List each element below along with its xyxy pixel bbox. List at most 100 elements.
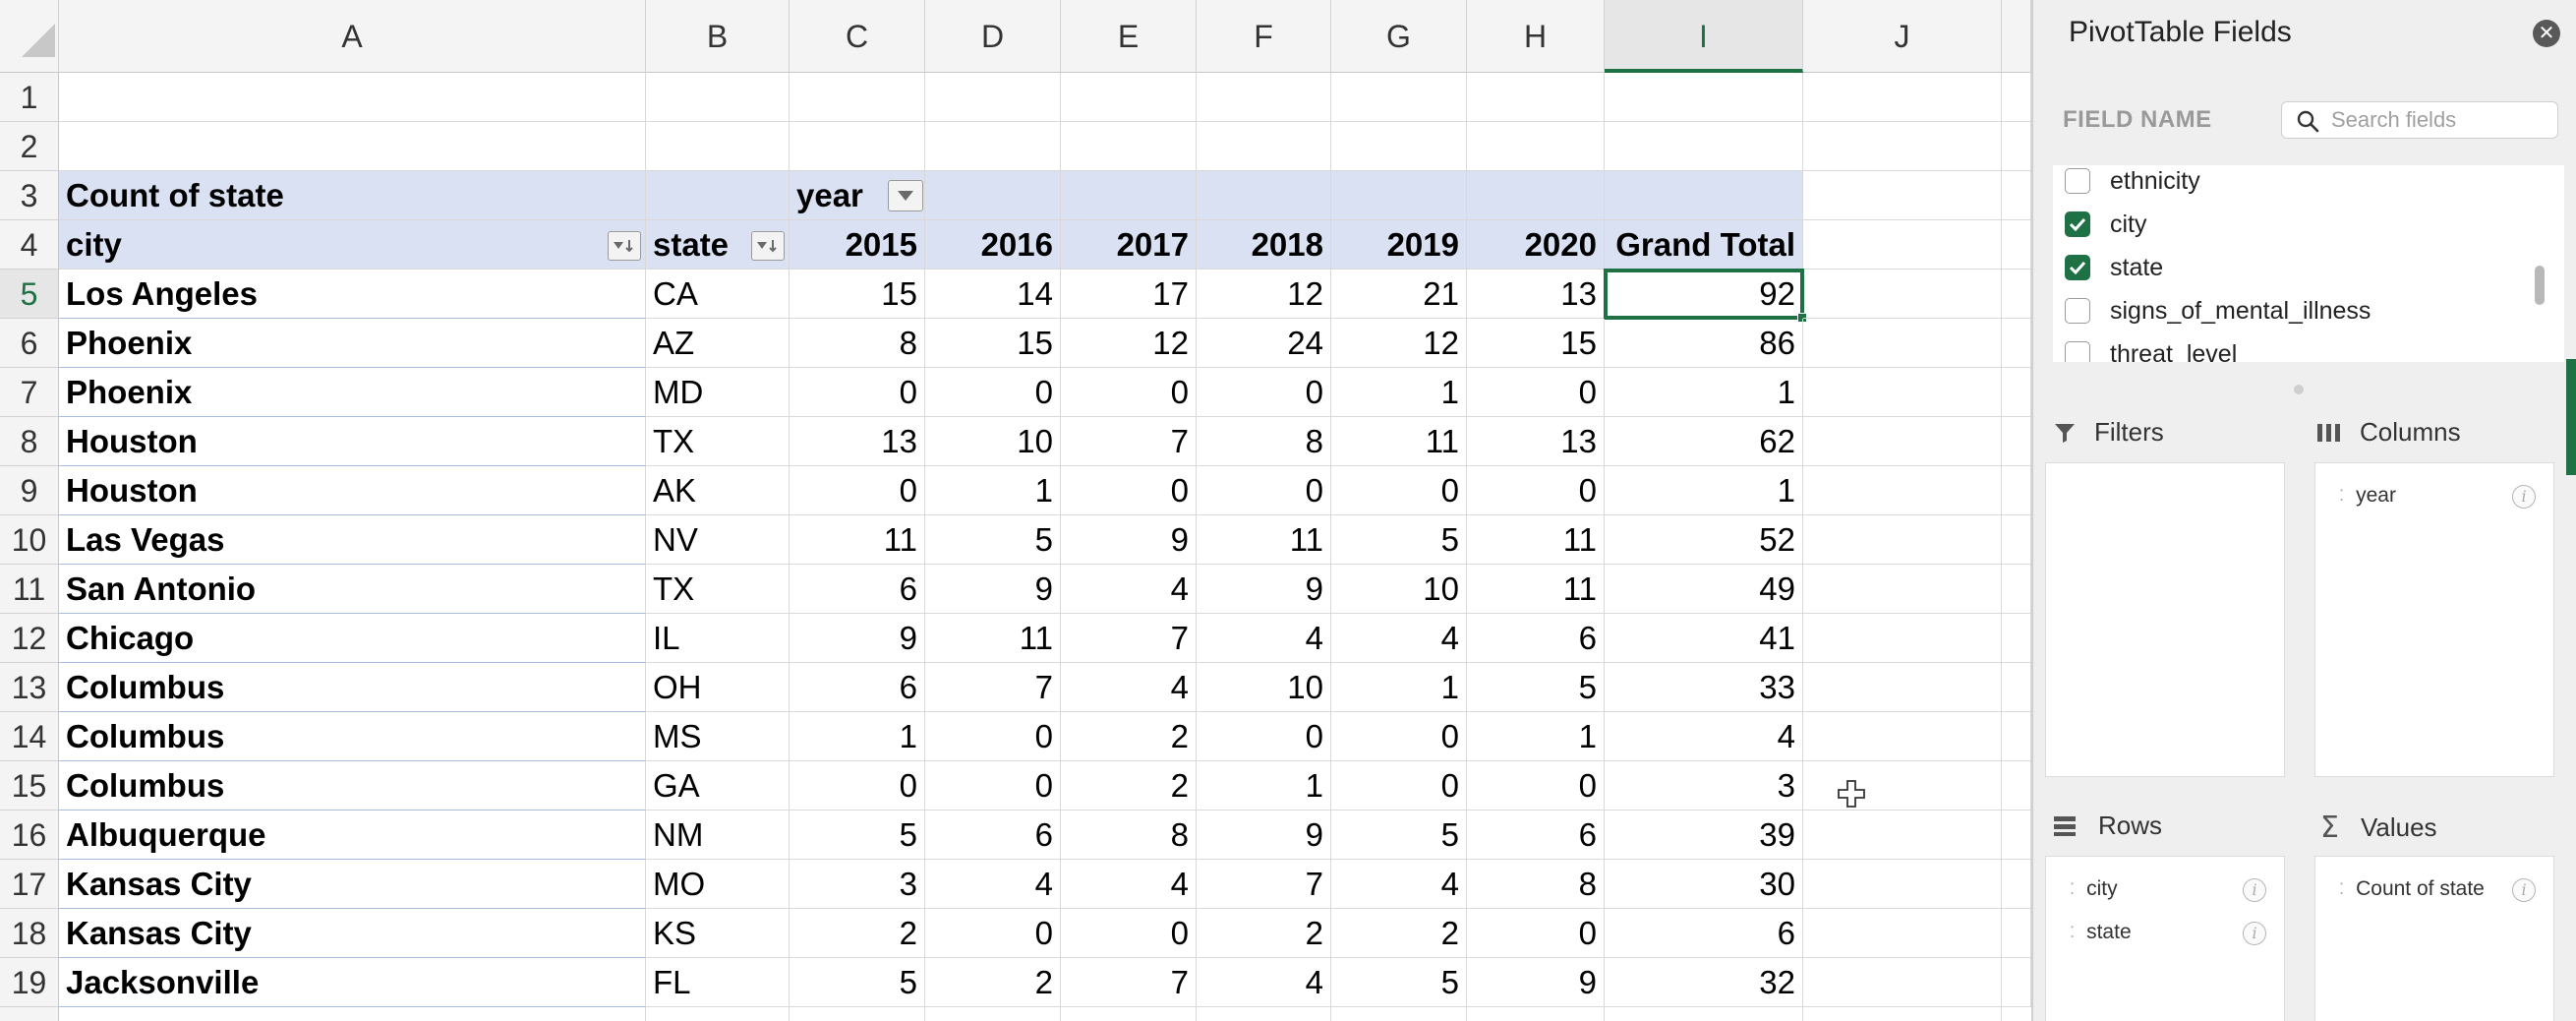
grand-total-cell[interactable]: 4 <box>1605 712 1803 761</box>
pivot-value-cell[interactable]: 10 <box>925 417 1061 466</box>
pivot-band-cell[interactable] <box>1605 171 1803 220</box>
pivot-state-cell[interactable]: MO <box>646 860 790 909</box>
pivot-value-cell[interactable]: 0 <box>1197 712 1331 761</box>
pivot-band-cell[interactable] <box>925 171 1061 220</box>
pivot-value-cell[interactable]: 0 <box>1331 761 1467 811</box>
pivot-value-cell[interactable]: 3 <box>790 860 925 909</box>
row-header[interactable]: 2 <box>0 122 59 171</box>
pivot-value-cell[interactable]: 9 <box>790 614 925 663</box>
cell-e[interactable] <box>1061 1007 1197 1021</box>
pivot-city-cell[interactable]: Columbus <box>59 663 646 712</box>
drag-handle-icon[interactable]: ⁚ <box>2339 488 2345 505</box>
pivot-value-cell[interactable]: 0 <box>790 466 925 515</box>
cell-extra[interactable] <box>2002 958 2031 1007</box>
pivot-value-cell[interactable]: 15 <box>925 319 1061 368</box>
cell-extra[interactable] <box>2002 368 2031 417</box>
pivot-value-cell[interactable]: 0 <box>1331 466 1467 515</box>
year-header[interactable]: 2019 <box>1331 220 1467 270</box>
pivot-value-cell[interactable]: 2 <box>1061 712 1197 761</box>
row-header[interactable]: 7 <box>0 368 59 417</box>
pivot-state-cell[interactable]: CA <box>646 270 790 319</box>
pivot-state-cell[interactable]: IL <box>646 614 790 663</box>
column-header-d[interactable]: D <box>925 0 1061 73</box>
grand-total-cell[interactable]: 33 <box>1605 663 1803 712</box>
field-list-scrollbar[interactable] <box>2535 266 2545 305</box>
pivot-state-cell[interactable]: NV <box>646 515 790 565</box>
pivot-state-cell[interactable]: NM <box>646 811 790 860</box>
cell-i[interactable] <box>1605 1007 1803 1021</box>
row-header[interactable]: 9 <box>0 466 59 515</box>
pivot-value-cell[interactable]: 0 <box>790 761 925 811</box>
pivot-value-cell[interactable]: 2 <box>925 958 1061 1007</box>
pivot-city-cell[interactable]: Los Angeles <box>59 270 646 319</box>
pivot-city-cell[interactable]: Phoenix <box>59 319 646 368</box>
values-drop-zone[interactable]: ⁚ Count of state i <box>2314 856 2554 1021</box>
pivot-city-cell[interactable]: Las Vegas <box>59 515 646 565</box>
pivot-city-cell[interactable]: Kansas City <box>59 909 646 958</box>
pivot-value-cell[interactable]: 15 <box>1467 319 1605 368</box>
pivot-band-cell[interactable] <box>1197 171 1331 220</box>
pivot-value-cell[interactable]: 2 <box>1331 909 1467 958</box>
cell-j[interactable] <box>1803 958 2002 1007</box>
field-list[interactable]: ethnicity city state signs_of_mental_illnes… <box>2053 165 2564 362</box>
close-icon[interactable]: ✕ <box>2533 20 2560 47</box>
rows-chip-city[interactable]: ⁚ city <box>2070 874 2118 904</box>
cell-a[interactable] <box>59 73 646 122</box>
cell-extra[interactable] <box>2002 515 2031 565</box>
pivot-value-cell[interactable]: 17 <box>1061 270 1197 319</box>
pivot-value-cell[interactable]: 11 <box>1331 417 1467 466</box>
field-item-ethnicity[interactable]: ethnicity <box>2065 165 2200 201</box>
cell-extra[interactable] <box>2002 761 2031 811</box>
filters-drop-zone[interactable] <box>2045 462 2285 777</box>
row-header[interactable]: 19 <box>0 958 59 1007</box>
pivot-value-cell[interactable]: 5 <box>1331 515 1467 565</box>
pivot-value-cell[interactable]: 2 <box>790 909 925 958</box>
row-header[interactable]: 3 <box>0 171 59 220</box>
pivot-value-cell[interactable]: 0 <box>925 712 1061 761</box>
column-header-b[interactable]: B <box>646 0 790 73</box>
cell-j[interactable] <box>1803 220 2002 270</box>
field-checkbox[interactable] <box>2065 211 2090 237</box>
pivot-value-header[interactable]: Count of state <box>59 171 646 220</box>
pivot-value-cell[interactable]: 0 <box>790 368 925 417</box>
row-header[interactable]: 18 <box>0 909 59 958</box>
row-header[interactable]: 4 <box>0 220 59 270</box>
pivot-state-cell[interactable]: AK <box>646 466 790 515</box>
pivot-value-cell[interactable]: 8 <box>1197 417 1331 466</box>
grand-total-cell[interactable]: 86 <box>1605 319 1803 368</box>
pivot-value-cell[interactable]: 8 <box>790 319 925 368</box>
pivot-city-cell[interactable]: San Antonio <box>59 565 646 614</box>
info-icon[interactable]: i <box>2243 878 2266 902</box>
field-item-threat-level[interactable]: threat_level <box>2065 334 2237 362</box>
pivot-value-cell[interactable]: 6 <box>1467 614 1605 663</box>
pivot-value-cell[interactable]: 1 <box>1467 712 1605 761</box>
grand-total-cell[interactable]: 1 <box>1605 368 1803 417</box>
pivot-value-cell[interactable]: 5 <box>790 811 925 860</box>
year-header[interactable]: 2015 <box>790 220 925 270</box>
cell-extra[interactable] <box>2002 270 2031 319</box>
pivot-city-cell[interactable]: Albuquerque <box>59 811 646 860</box>
pivot-value-cell[interactable]: 11 <box>1197 515 1331 565</box>
pivot-state-cell[interactable]: MD <box>646 368 790 417</box>
info-icon[interactable]: i <box>2512 878 2536 902</box>
pivot-value-cell[interactable]: 0 <box>925 761 1061 811</box>
pivot-value-cell[interactable]: 12 <box>1331 319 1467 368</box>
pivot-value-cell[interactable]: 0 <box>1061 368 1197 417</box>
grand-total-cell[interactable]: 41 <box>1605 614 1803 663</box>
year-header[interactable]: 2018 <box>1197 220 1331 270</box>
cell-extra[interactable] <box>2002 565 2031 614</box>
pivot-band-cell[interactable] <box>1061 171 1197 220</box>
cell-j[interactable] <box>1803 368 2002 417</box>
cell-g[interactable] <box>1331 122 1467 171</box>
pivot-value-cell[interactable]: 11 <box>1467 515 1605 565</box>
pivot-state-cell[interactable]: KS <box>646 909 790 958</box>
field-item-state[interactable]: state <box>2065 248 2163 287</box>
pivot-value-cell[interactable]: 4 <box>1061 565 1197 614</box>
pivot-state-cell[interactable]: TX <box>646 565 790 614</box>
cell-d[interactable] <box>925 1007 1061 1021</box>
pivot-value-cell[interactable]: 15 <box>790 270 925 319</box>
row-header[interactable]: 10 <box>0 515 59 565</box>
pivot-value-cell[interactable]: 7 <box>1061 417 1197 466</box>
cell-j[interactable] <box>1803 417 2002 466</box>
pivot-value-cell[interactable]: 10 <box>1331 565 1467 614</box>
